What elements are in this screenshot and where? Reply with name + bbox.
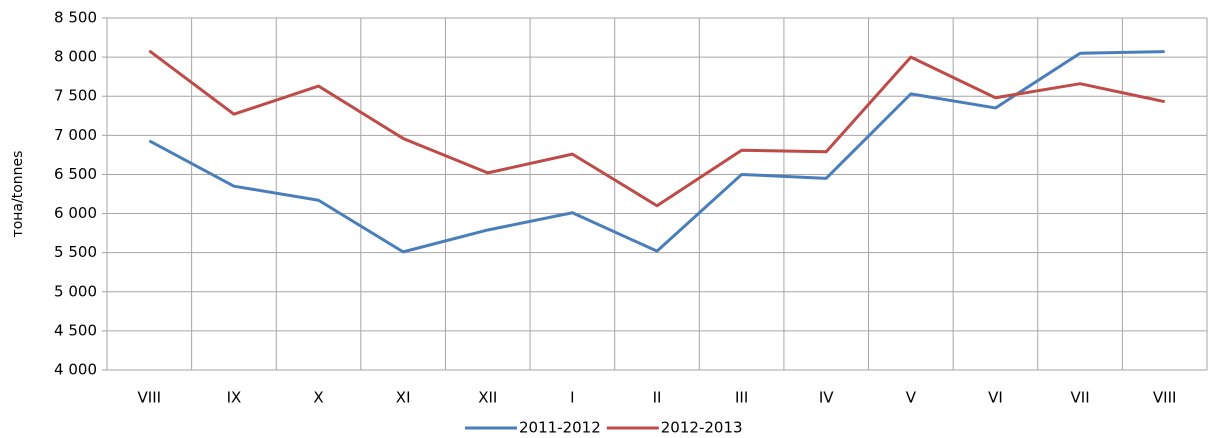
y-tick-label: 6 500: [54, 165, 97, 183]
x-tick-label: VII: [1071, 389, 1090, 407]
legend-label: 2011-2012: [519, 419, 601, 437]
y-tick-label: 4 500: [54, 321, 97, 339]
legend-label: 2012-2013: [661, 419, 743, 437]
x-tick-label: XI: [396, 389, 411, 407]
y-tick-label: 5 500: [54, 243, 97, 261]
y-tick-label: 8 500: [54, 9, 97, 27]
y-tick-label: 7 500: [54, 87, 97, 105]
x-tick-label: VI: [988, 389, 1003, 407]
x-tick-label: X: [313, 389, 323, 407]
y-tick-label: 4 000: [54, 361, 97, 379]
x-tick-label: VIII: [1153, 389, 1177, 407]
x-tick-label: XII: [478, 389, 497, 407]
x-tick-label: II: [653, 389, 662, 407]
y-tick-label: 8 000: [54, 48, 97, 66]
y-tick-label: 7 000: [54, 126, 97, 144]
x-tick-label: V: [906, 389, 917, 407]
x-tick-label: I: [570, 389, 574, 407]
series-line: [148, 50, 1165, 254]
x-tick-label: IV: [819, 389, 834, 407]
y-tick-label: 5 000: [54, 282, 97, 300]
x-tick-label: III: [735, 389, 748, 407]
x-tick-label: IX: [227, 389, 242, 407]
series-line: [148, 49, 1166, 208]
y-axis-label: тона/tonnes: [10, 151, 26, 238]
x-tick-label: VIII: [138, 389, 162, 407]
y-tick-label: 6 000: [54, 204, 97, 222]
